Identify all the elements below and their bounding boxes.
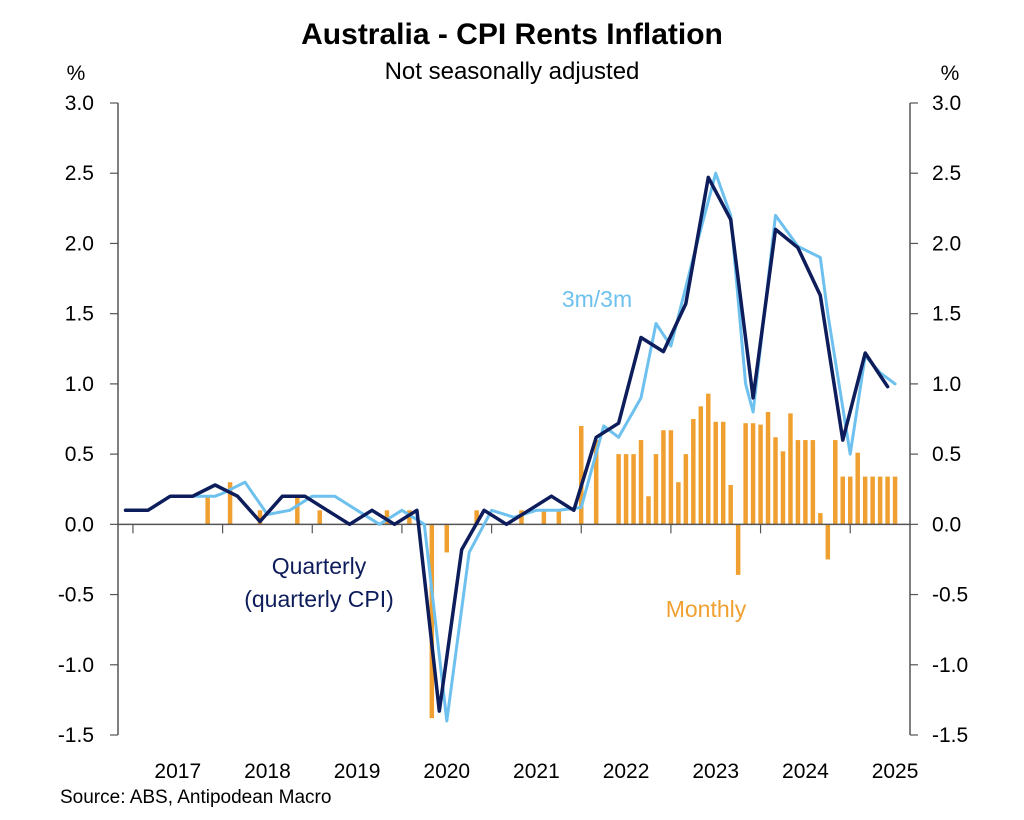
monthly-bar bbox=[795, 440, 801, 525]
y-tick-label-right: 2.0 bbox=[932, 232, 961, 255]
monthly-bar bbox=[429, 524, 435, 719]
monthly-bar bbox=[803, 440, 808, 525]
monthly-bar bbox=[833, 440, 838, 525]
monthly-bar bbox=[257, 510, 263, 525]
x-tick-label: 2018 bbox=[244, 760, 291, 783]
monthly-bar bbox=[870, 476, 875, 525]
monthly-bar bbox=[317, 510, 322, 525]
monthly-bar bbox=[623, 454, 629, 525]
monthly-bar bbox=[728, 485, 733, 525]
monthly-bar bbox=[840, 476, 845, 525]
monthly-bar bbox=[227, 482, 233, 525]
monthly-bar bbox=[683, 454, 689, 525]
monthly-bar bbox=[818, 513, 823, 525]
series-label: Quarterly bbox=[272, 553, 367, 579]
monthly-bar bbox=[646, 496, 651, 525]
monthly-bar bbox=[295, 496, 300, 525]
monthly-bar bbox=[773, 437, 778, 525]
monthly-bar bbox=[847, 476, 853, 525]
monthly-bar bbox=[474, 510, 479, 525]
monthly-bar bbox=[698, 406, 704, 525]
monthly-bars bbox=[205, 393, 898, 719]
monthly-bar bbox=[407, 510, 412, 525]
series-labels: Quarterly (quarterly CPI) 3m/3m Monthly bbox=[244, 286, 747, 622]
series-label: 3m/3m bbox=[562, 286, 632, 312]
y-tick-label-right: 1.5 bbox=[932, 303, 961, 326]
monthly-bar bbox=[205, 496, 210, 525]
y-unit-left: % bbox=[67, 62, 86, 85]
monthly-bar bbox=[810, 440, 816, 525]
monthly-bar bbox=[706, 393, 711, 525]
monthly-bar bbox=[519, 510, 524, 525]
y-tick-label-right: -0.5 bbox=[932, 584, 968, 607]
y-tick-label-right: 3.0 bbox=[932, 92, 961, 115]
monthly-bar bbox=[855, 452, 860, 525]
y-tick-label-right: 1.0 bbox=[932, 373, 961, 396]
monthly-bar bbox=[579, 426, 584, 525]
chart-subtitle: Not seasonally adjusted bbox=[384, 58, 640, 85]
series-label: (quarterly CPI) bbox=[244, 586, 394, 612]
y-tick-label-right: 2.5 bbox=[932, 162, 961, 185]
monthly-bar bbox=[638, 440, 644, 525]
y-tick-label-left: 0.5 bbox=[65, 443, 94, 466]
monthly-bar bbox=[616, 454, 621, 525]
y-unit-right: % bbox=[941, 62, 960, 85]
x-tick-label: 2022 bbox=[603, 760, 650, 783]
series-line-quarterly bbox=[123, 175, 890, 713]
monthly-bar bbox=[541, 510, 547, 525]
monthly-bar bbox=[668, 430, 674, 525]
x-tick-label: 2017 bbox=[154, 760, 201, 783]
source-note: Source: ABS, Antipodean Macro bbox=[60, 787, 332, 808]
y-tick-label-left: -1.5 bbox=[58, 724, 94, 747]
monthly-bar bbox=[653, 454, 659, 525]
y-tick-label-left: 1.0 bbox=[65, 373, 94, 396]
y-tick-label-right: 0.0 bbox=[932, 513, 961, 536]
axes: 3.0 2.5 2.0 1.5 1.0 0.5 0.0 -0.5 -1.0 -1.5 3.0 2.5 2… bbox=[58, 62, 968, 783]
monthly-bar bbox=[735, 524, 741, 575]
monthly-bar bbox=[676, 482, 681, 525]
y-tick-label-left: 2.5 bbox=[65, 162, 94, 185]
monthly-bar bbox=[384, 510, 390, 525]
series-lines bbox=[123, 171, 897, 723]
monthly-bar bbox=[661, 430, 666, 525]
y-tick-label-left: -1.0 bbox=[58, 654, 94, 677]
monthly-bar bbox=[877, 476, 883, 525]
y-tick-label-left: 3.0 bbox=[65, 92, 94, 115]
x-tick-label: 2025 bbox=[872, 760, 919, 783]
monthly-bar bbox=[862, 476, 868, 525]
series-line-3m3m bbox=[124, 171, 897, 723]
monthly-bar bbox=[444, 524, 449, 553]
monthly-bar bbox=[758, 424, 763, 525]
monthly-bar bbox=[593, 440, 599, 525]
monthly-bar bbox=[556, 510, 562, 525]
y-tick-label-right: -1.5 bbox=[932, 724, 968, 747]
chart-title: Australia - CPI Rents Inflation bbox=[301, 18, 723, 51]
monthly-bar bbox=[892, 476, 898, 525]
x-tick-label: 2019 bbox=[334, 760, 381, 783]
y-tick-label-left: -0.5 bbox=[58, 584, 94, 607]
monthly-bar bbox=[750, 423, 756, 525]
monthly-bar bbox=[885, 476, 890, 525]
y-tick-label-right: 0.5 bbox=[932, 443, 961, 466]
x-tick-label: 2021 bbox=[513, 760, 560, 783]
x-tick-label: 2024 bbox=[782, 760, 829, 783]
monthly-bar bbox=[780, 451, 786, 525]
monthly-bar bbox=[788, 413, 793, 525]
series-label: Monthly bbox=[666, 596, 747, 622]
y-tick-label-left: 2.0 bbox=[65, 232, 94, 255]
monthly-bar bbox=[631, 454, 636, 525]
monthly-bar bbox=[743, 423, 748, 525]
x-tick-label: 2023 bbox=[692, 760, 739, 783]
y-tick-label-left: 1.5 bbox=[65, 303, 94, 326]
y-tick-label-right: -1.0 bbox=[932, 654, 968, 677]
monthly-bar bbox=[825, 524, 831, 560]
monthly-bar bbox=[765, 411, 771, 525]
y-tick-label-left: 0.0 bbox=[65, 513, 94, 536]
monthly-bar bbox=[720, 421, 726, 525]
x-tick-label: 2020 bbox=[423, 760, 470, 783]
monthly-bar bbox=[691, 419, 696, 525]
monthly-bar bbox=[713, 421, 718, 525]
